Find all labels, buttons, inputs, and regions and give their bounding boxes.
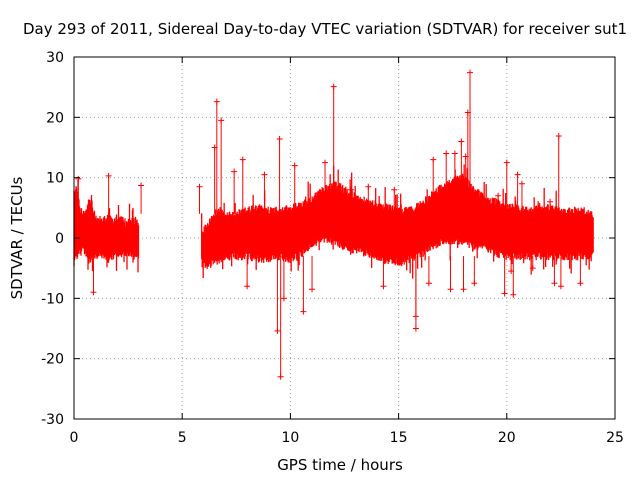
y-tick-labels: -30 -20 -10 0 10 20 30: [41, 50, 64, 428]
x-tick-label: 15: [390, 430, 408, 446]
data-point-marker: [277, 373, 284, 380]
data-point-marker: [555, 133, 562, 140]
x-axis-label: GPS time / hours: [277, 456, 403, 474]
data-point-marker: [322, 159, 329, 166]
data-point-marker: [529, 265, 536, 272]
data-point-marker: [90, 289, 97, 296]
data-point-marker: [458, 138, 465, 145]
data-point-marker: [557, 283, 564, 290]
axis-ticks: [73, 56, 616, 420]
data-point-marker: [495, 192, 502, 199]
data-point-marker: [460, 286, 467, 293]
data-point-marker: [391, 186, 398, 193]
data-point-marker: [451, 150, 458, 157]
data-point-marker: [213, 98, 220, 105]
data-point-marker: [443, 150, 450, 157]
y-tick-label: -20: [41, 352, 64, 368]
data-point-marker: [347, 186, 354, 193]
data-point-marker: [244, 283, 251, 290]
data-point-marker: [467, 69, 474, 76]
x-tick-label: 5: [178, 430, 187, 446]
data-point-marker: [508, 268, 515, 275]
data-point-marker: [105, 172, 112, 179]
data-point-marker: [447, 286, 454, 293]
data-point-marker: [280, 295, 287, 302]
data-point-marker: [503, 159, 510, 166]
y-tick-label: 0: [55, 231, 64, 247]
data-point-marker: [583, 213, 590, 220]
data-point-marker: [380, 283, 387, 290]
series-sdtvar: [73, 69, 594, 380]
y-axis-label: SDTVAR / TECUs: [8, 176, 26, 299]
data-point-marker: [274, 327, 281, 334]
data-point-marker: [462, 153, 469, 160]
data-point-marker: [510, 291, 517, 298]
data-point-marker: [547, 198, 554, 205]
x-tick-label: 20: [498, 430, 516, 446]
data-point-marker: [276, 136, 283, 143]
data-point-marker: [518, 180, 525, 187]
data-point-marker: [261, 171, 268, 178]
data-point-marker: [514, 171, 521, 178]
y-tick-label: -10: [41, 291, 64, 307]
data-point-marker: [330, 83, 337, 90]
data-point-marker: [471, 280, 478, 287]
data-point-marker: [430, 156, 437, 163]
data-point-marker: [75, 175, 82, 182]
chart-title: Day 293 of 2011, Sidereal Day-to-day VTE…: [23, 20, 627, 38]
data-point-marker: [239, 156, 246, 163]
data-point-marker: [196, 183, 203, 190]
data-point-marker: [218, 117, 225, 124]
data-point-marker: [412, 325, 419, 332]
x-tick-label: 10: [281, 430, 299, 446]
data-point-marker: [309, 286, 316, 293]
data-point-marker: [291, 162, 298, 169]
y-tick-label: 30: [46, 50, 64, 66]
data-point-marker: [425, 280, 432, 287]
data-layer: [73, 69, 594, 380]
data-point-marker: [211, 144, 218, 151]
x-tick-label: 0: [70, 430, 79, 446]
x-tick-labels: 0 5 10 15 20 25: [70, 430, 624, 446]
data-point-marker: [365, 183, 372, 190]
y-tick-label: 10: [46, 171, 64, 187]
data-point-marker: [300, 308, 307, 315]
data-point-marker: [577, 280, 584, 287]
data-point-marker: [138, 182, 145, 189]
data-point-marker: [551, 280, 558, 287]
data-point-marker: [501, 290, 508, 297]
y-tick-label: 20: [46, 110, 64, 126]
y-tick-label: -30: [41, 412, 64, 428]
x-tick-label: 25: [606, 430, 624, 446]
data-point-marker: [231, 168, 238, 175]
